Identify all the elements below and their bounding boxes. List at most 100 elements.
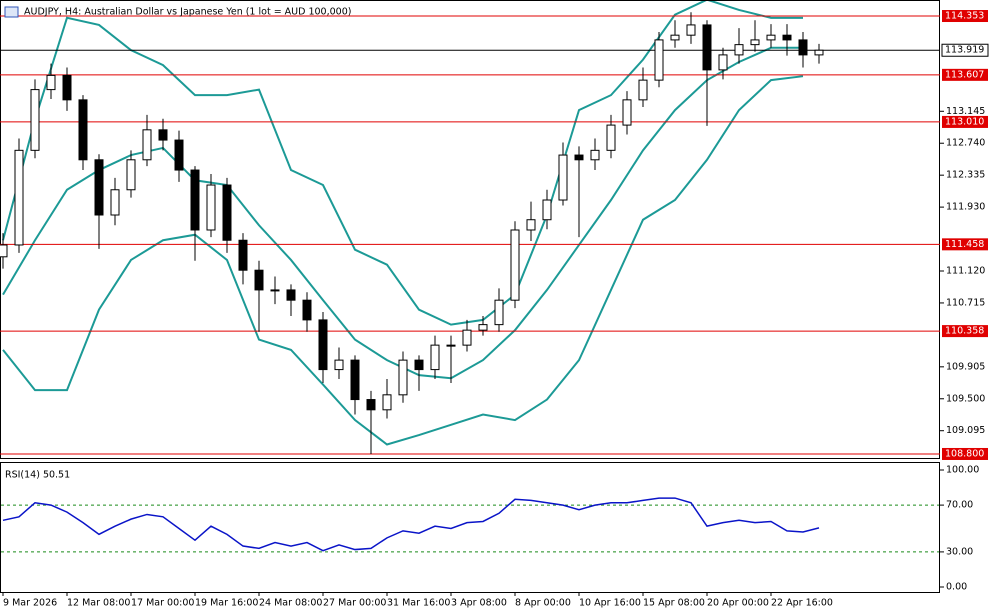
level-label-bg [942, 115, 988, 128]
current-price-label: 113.919 [945, 45, 984, 56]
rsi-title: RSI(14) 50.51 [5, 470, 70, 481]
y-tick-label: 112.335 [946, 170, 985, 181]
rsi-y-tick-label: 0.00 [946, 582, 967, 593]
candle-body [750, 39, 760, 46]
candle-body [670, 34, 680, 41]
y-tick-label: 109.095 [946, 425, 985, 436]
x-tick-label: 8 Apr 00:00 [515, 598, 571, 609]
bollinger-lower [2, 75, 804, 446]
candle-body [510, 229, 520, 301]
level-label-bg [942, 68, 988, 81]
x-tick-label: 12 Mar 08:00 [67, 598, 130, 609]
candle-body [798, 39, 808, 56]
candle-body [526, 219, 536, 231]
bollinger-upper [2, 1, 803, 326]
symbol-icon [4, 6, 19, 18]
candle-body [478, 324, 488, 331]
level-label: 110.358 [945, 326, 984, 337]
candle-body [254, 269, 264, 291]
x-tick-label: 19 Mar 16:00 [195, 598, 258, 609]
candle-body [78, 99, 88, 161]
candle-body [94, 159, 104, 216]
x-tick-label: 31 Mar 16:00 [387, 598, 450, 609]
x-tick-label: 17 Mar 00:00 [131, 598, 194, 609]
y-tick-label: 112.740 [946, 138, 985, 149]
level-label-bg [942, 238, 988, 251]
candle-body [238, 239, 248, 271]
level-label: 113.607 [945, 69, 984, 80]
candle-body [286, 289, 296, 301]
x-tick-label: 3 Apr 08:00 [451, 598, 507, 609]
y-tick-label: 111.930 [946, 202, 985, 213]
candle-body [782, 34, 792, 41]
y-tick-label: 109.500 [946, 393, 985, 404]
candle-body [30, 89, 40, 151]
candle-body [126, 159, 136, 191]
x-tick-label: 20 Apr 00:00 [707, 598, 769, 609]
candle-body [462, 329, 472, 346]
candle-body [414, 359, 424, 371]
x-tick-label: 10 Apr 16:00 [579, 598, 641, 609]
candle-body [702, 24, 712, 71]
candle-body [366, 399, 376, 411]
chart-title: AUDJPY, H4: Australian Dollar vs Japanes… [24, 7, 351, 18]
candle-body [302, 299, 312, 321]
current-price-bg [941, 43, 989, 57]
y-tick-label: 109.905 [946, 361, 985, 372]
candle-body [446, 344, 456, 347]
level-label-bg [942, 447, 988, 460]
main-plot [0, 1, 940, 455]
candle-body [590, 149, 600, 161]
candle-body [190, 169, 200, 231]
candle-body [686, 24, 696, 36]
rsi-panel-border [0, 462, 940, 593]
level-label: 114.353 [945, 11, 984, 22]
level-label: 113.010 [945, 116, 984, 127]
main-panel-border [0, 0, 940, 459]
candle-body [430, 344, 440, 371]
candle-body [542, 199, 552, 221]
x-tick-label: 27 Mar 00:00 [323, 598, 386, 609]
candle-body [382, 394, 392, 411]
rsi-line [2, 497, 820, 552]
candle-body [494, 299, 504, 326]
candle-body [718, 54, 728, 71]
candle-body [46, 74, 56, 91]
level-label-bg [942, 325, 988, 338]
level-label-bg [942, 10, 988, 23]
x-tick-label: 22 Apr 16:00 [771, 598, 833, 609]
candle-body [334, 359, 344, 371]
y-tick-label: 110.715 [946, 297, 985, 308]
candle-body [142, 129, 152, 161]
candle-body [318, 319, 328, 371]
candle-body [270, 289, 280, 292]
y-tick-label: 113.145 [946, 106, 985, 117]
level-label: 108.800 [945, 448, 984, 459]
rsi-y-tick-label: 100.00 [946, 465, 979, 476]
y-tick-label: 111.120 [946, 265, 985, 276]
rsi-y-tick-label: 70.00 [946, 500, 973, 511]
candle-body [206, 184, 216, 231]
candle-body [110, 189, 120, 216]
x-tick-label: 9 Mar 2026 [3, 598, 57, 609]
x-tick-label: 15 Apr 08:00 [643, 598, 705, 609]
candle-body [174, 139, 184, 171]
candle-body [62, 74, 72, 101]
candle-body [558, 154, 568, 201]
candle-body [398, 359, 408, 396]
candle-body [0, 244, 8, 258]
candle-body [14, 149, 24, 246]
x-tick-label: 24 Mar 08:00 [259, 598, 322, 609]
candle-body [654, 39, 664, 81]
candle-body [622, 99, 632, 126]
candle-body [606, 124, 616, 151]
candle-body [350, 359, 360, 401]
candle-body [158, 129, 168, 141]
rsi-y-tick-label: 30.00 [946, 546, 973, 557]
candle-body [814, 49, 824, 56]
level-label: 111.458 [945, 239, 984, 250]
candle-body [734, 44, 744, 56]
bollinger-middle [2, 46, 803, 380]
candle-body [574, 154, 584, 161]
